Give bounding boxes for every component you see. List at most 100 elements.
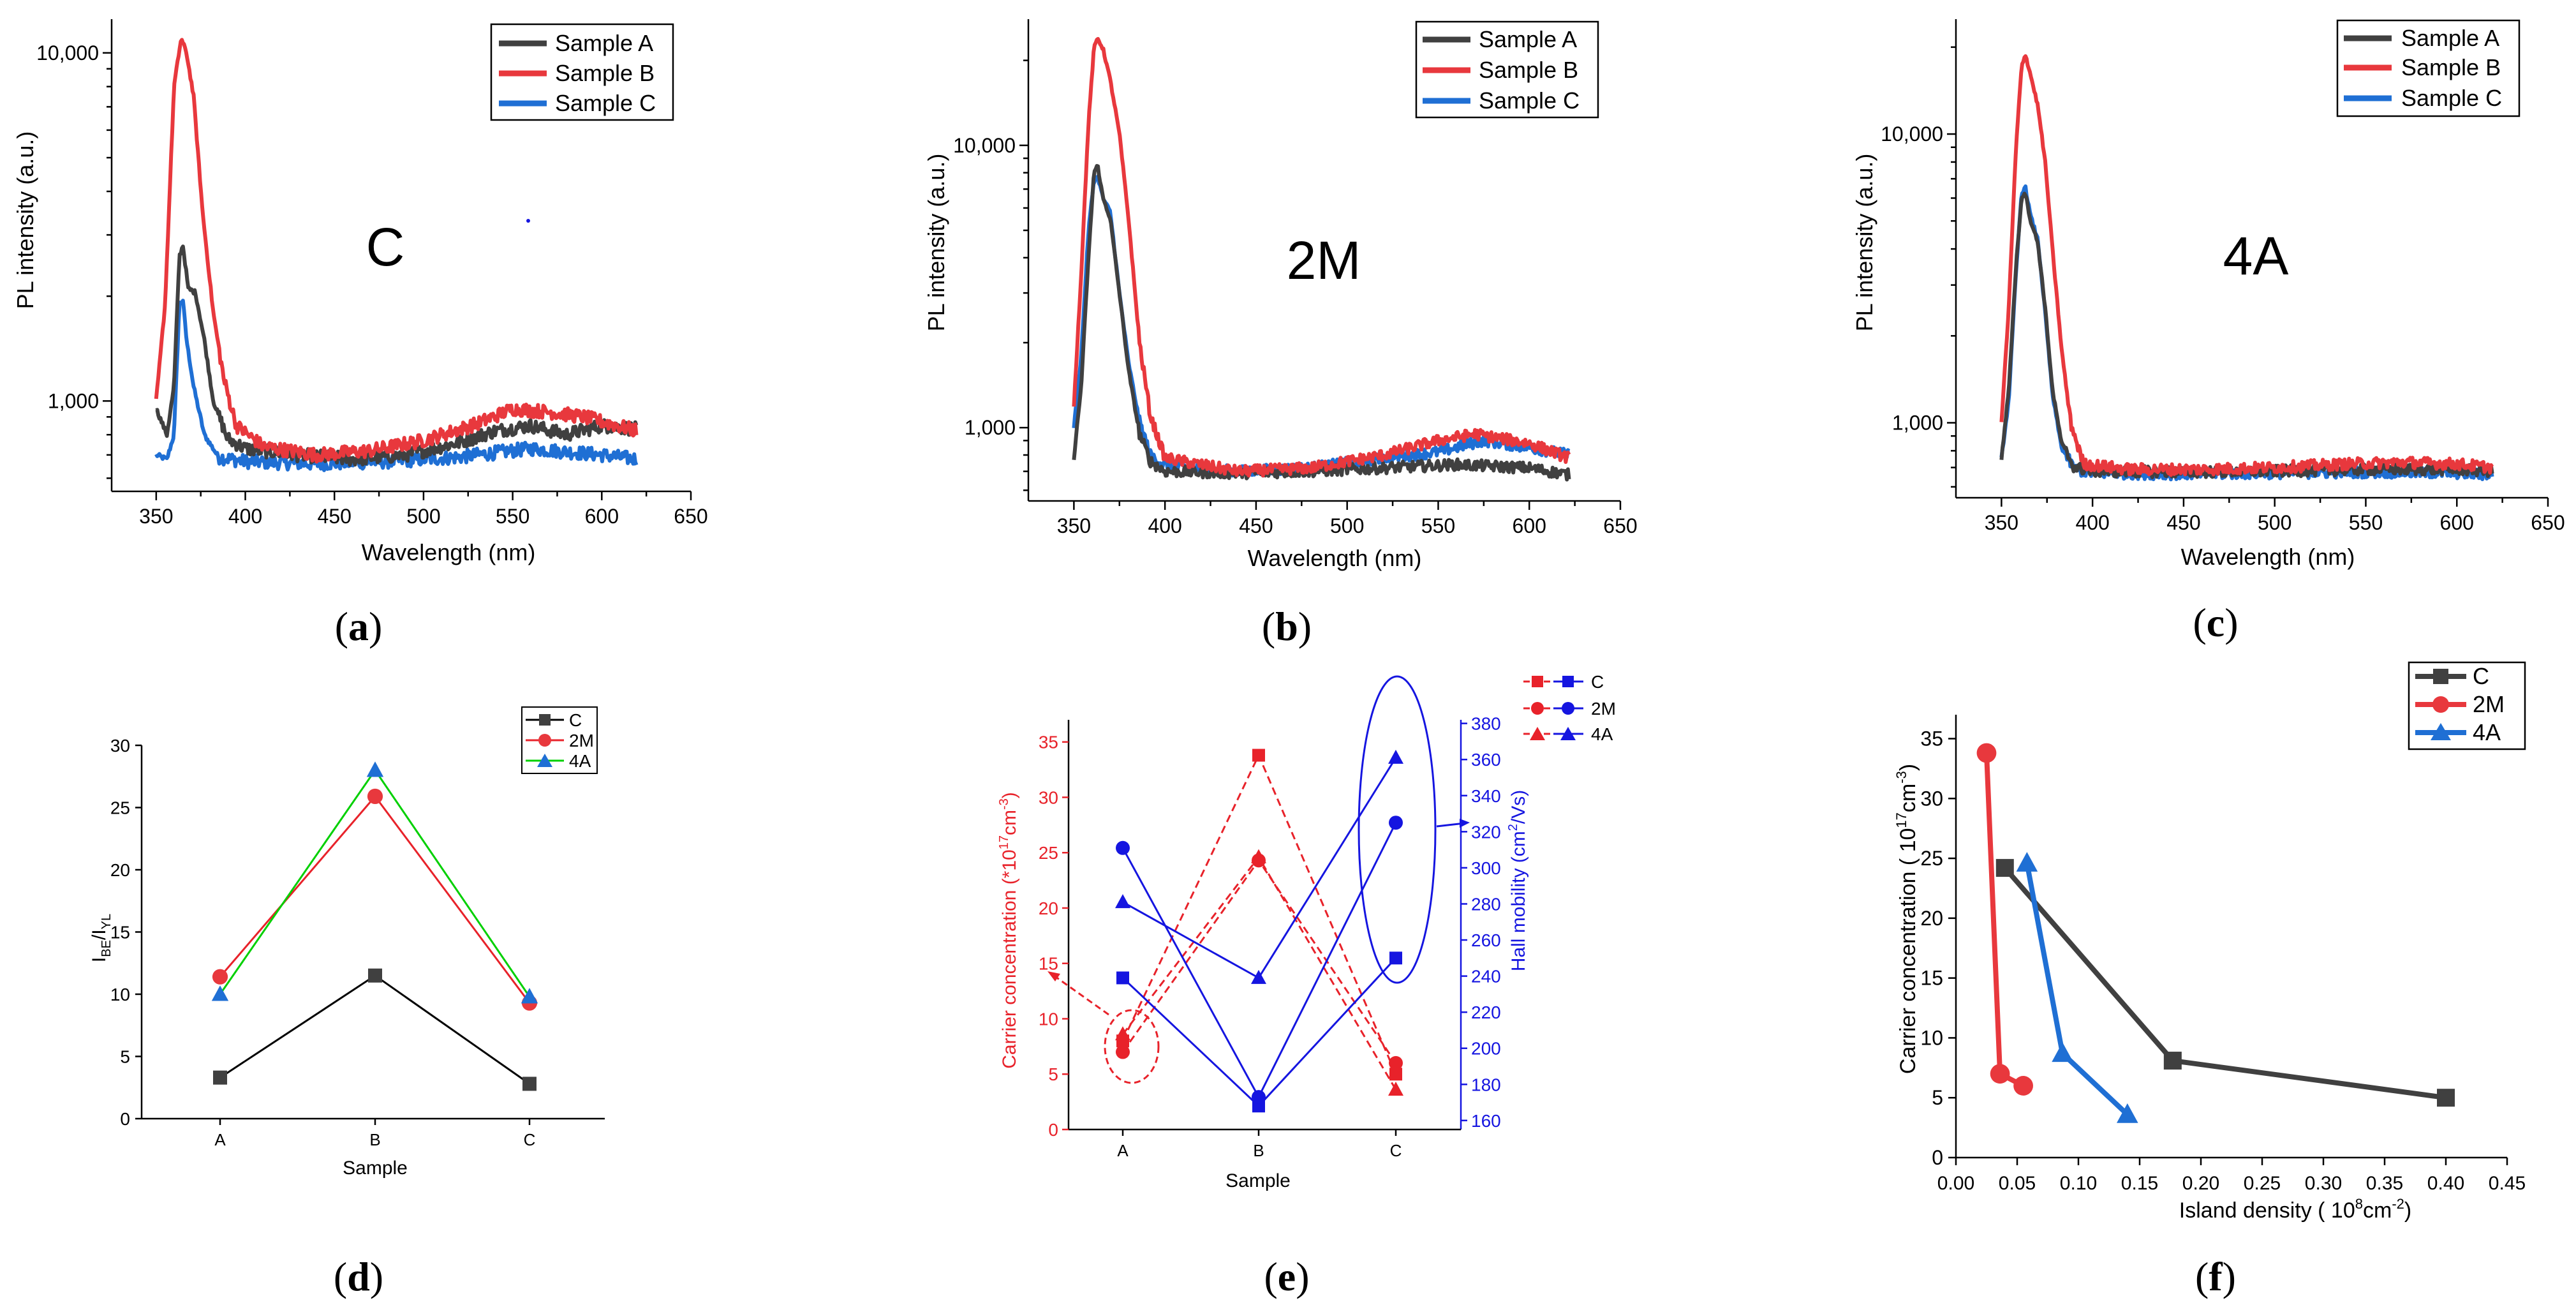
x-tick-label: 0.45 bbox=[2489, 1173, 2526, 1194]
panel-b-legend: Sample A Sample B Sample C bbox=[1415, 20, 1599, 119]
panel-e-plot: 0 5 10 15 20 25 30 35 160 180 200 220 240 260 280 300 32… bbox=[1039, 714, 1501, 1160]
x-tick-label: 0.15 bbox=[2121, 1173, 2158, 1194]
y-tick-label: 10 bbox=[1920, 1026, 1943, 1049]
x-tick-label: 0.10 bbox=[2060, 1173, 2097, 1194]
y-tick-label-right: 260 bbox=[1471, 930, 1501, 950]
data-point-2m bbox=[212, 969, 228, 985]
panel-d-legend: C 2M 4A bbox=[521, 706, 598, 774]
series-line-sample-b bbox=[154, 38, 639, 464]
data-point-4a-right bbox=[1115, 894, 1130, 909]
y-tick-label: 1,000 bbox=[965, 416, 1016, 439]
x-tick-label: 550 bbox=[496, 505, 529, 528]
legend-label-sample-b: Sample B bbox=[2401, 54, 2501, 80]
legend-label-2m: 2M bbox=[1591, 699, 1616, 719]
panel-f-ylabel: Carrier concentration ( 1017cm-3) bbox=[1893, 764, 1920, 1074]
y-tick-label: 15 bbox=[1920, 967, 1943, 990]
y-tick-label: 20 bbox=[1920, 907, 1943, 930]
y-tick-label-right: 240 bbox=[1471, 967, 1501, 987]
stray-dot bbox=[526, 219, 530, 223]
y-tick-label-left: 25 bbox=[1039, 843, 1058, 863]
panel-b-plot: 350 400 450 500 550 600 650 1,000 10,000 bbox=[953, 19, 1638, 537]
x-tick-label: C bbox=[1390, 1141, 1402, 1160]
panel-f-xlabel: Island density ( 108cm-2) bbox=[2179, 1196, 2411, 1223]
x-tick-label: 0.40 bbox=[2427, 1173, 2464, 1194]
y-tick-label-right: 180 bbox=[1471, 1075, 1501, 1094]
panel-b: 350 400 450 500 550 600 650 1,000 10,000 2M Wave… bbox=[923, 19, 1638, 649]
x-tick-label: 450 bbox=[318, 505, 352, 528]
y-tick-label-left: 35 bbox=[1039, 733, 1058, 752]
data-point-c-left bbox=[1252, 749, 1265, 762]
panel-d-caption: (d) bbox=[334, 1254, 383, 1299]
panel-b-ylabel: PL intensity (a.u.) bbox=[923, 154, 949, 332]
x-tick-label: 450 bbox=[1239, 514, 1273, 537]
y-tick-label: 1,000 bbox=[1892, 412, 1943, 435]
x-tick-label: 350 bbox=[139, 505, 173, 528]
data-point-4a bbox=[2117, 1103, 2138, 1123]
y-tick-label-right: 320 bbox=[1471, 822, 1501, 842]
y-tick-label-right: 360 bbox=[1471, 750, 1501, 770]
x-tick-label: 500 bbox=[2258, 511, 2291, 534]
x-tick-label: 600 bbox=[2440, 511, 2474, 534]
data-point-2m bbox=[1976, 743, 1997, 763]
panel-a: 350 400 450 500 550 600 650 1,000 10,000 C Wavel… bbox=[12, 19, 708, 649]
panel-d-ylabel: IBE/IYL bbox=[89, 914, 114, 962]
panel-f: 0 5 10 15 20 25 30 35 0.00 0.05 0.10 0.15 0.20 0.25 0.… bbox=[1893, 661, 2526, 1299]
y-tick-label: 35 bbox=[1920, 727, 1943, 750]
y-tick-label-right: 340 bbox=[1471, 786, 1501, 806]
y-tick-label: 25 bbox=[1920, 847, 1943, 870]
x-tick-label: 650 bbox=[674, 505, 707, 528]
x-tick-label: 500 bbox=[406, 505, 440, 528]
panel-a-plot: 350 400 450 500 550 600 650 1,000 10,000 bbox=[36, 19, 708, 528]
legend-marker-c bbox=[539, 714, 551, 726]
y-tick-label-right: 220 bbox=[1471, 1003, 1501, 1022]
x-tick-label: 400 bbox=[1148, 514, 1181, 537]
panel-f-legend: C 2M 4A bbox=[2408, 661, 2526, 750]
data-point-c-left bbox=[1389, 1068, 1402, 1081]
y-tick-label-right: 380 bbox=[1471, 714, 1501, 734]
y-tick-label: 0 bbox=[120, 1109, 130, 1129]
legend-marker-4a-right bbox=[1560, 727, 1576, 740]
y-tick-label-right: 300 bbox=[1471, 858, 1501, 878]
data-point-4a-left bbox=[1251, 849, 1266, 863]
data-point-2m bbox=[367, 788, 383, 805]
legend-label-4a: 4A bbox=[1591, 724, 1613, 744]
panel-a-xlabel: Wavelength (nm) bbox=[362, 539, 536, 565]
data-point-4a bbox=[366, 761, 384, 777]
y-tick-label: 5 bbox=[120, 1047, 130, 1067]
series-line-sample-a bbox=[155, 244, 639, 467]
panel-b-caption: (b) bbox=[1262, 604, 1312, 649]
x-tick-label: 0.05 bbox=[1999, 1173, 2036, 1194]
panel-a-legend: Sample A Sample B Sample C bbox=[490, 23, 674, 121]
legend-label-sample-c: Sample C bbox=[1479, 87, 1580, 114]
panel-b-annotation: 2M bbox=[1287, 230, 1361, 290]
data-point-4a bbox=[521, 988, 538, 1004]
x-tick-label: 0.00 bbox=[1937, 1173, 1974, 1194]
data-point-4a-right bbox=[1388, 749, 1403, 764]
data-point-4a-right bbox=[1251, 969, 1266, 984]
data-point-c bbox=[522, 1077, 537, 1091]
legend-label-4a: 4A bbox=[569, 751, 591, 771]
panel-e-annotations bbox=[1047, 675, 1470, 1084]
series-line-sample-b bbox=[1072, 37, 1571, 478]
panel-e-ylabel-right: Hall mobility (cm2/Vs) bbox=[1506, 790, 1529, 972]
legend-marker-2m bbox=[538, 734, 551, 747]
y-tick-label-right: 160 bbox=[1471, 1111, 1501, 1131]
y-tick-label: 15 bbox=[110, 923, 130, 943]
y-tick-label-right: 280 bbox=[1471, 894, 1501, 914]
y-tick-label: 10,000 bbox=[953, 134, 1016, 157]
panel-e-caption: (e) bbox=[1264, 1254, 1309, 1299]
series-line-2m bbox=[1984, 752, 2025, 1089]
data-point-2m-right bbox=[1252, 1090, 1266, 1105]
legend-label-4a: 4A bbox=[2473, 719, 2501, 745]
highlight-ellipse-red bbox=[1104, 1009, 1160, 1084]
x-tick-label: 400 bbox=[228, 505, 262, 528]
panel-a-annotation: C bbox=[366, 217, 405, 277]
x-tick-label: 500 bbox=[1330, 514, 1364, 537]
legend-label-sample-c: Sample C bbox=[2401, 85, 2502, 111]
x-tick-label: 550 bbox=[2349, 511, 2383, 534]
legend-label-sample-c: Sample C bbox=[555, 90, 656, 116]
x-tick-label: 0.30 bbox=[2305, 1173, 2342, 1194]
x-tick-label: C bbox=[524, 1130, 536, 1149]
y-tick-label: 5 bbox=[1932, 1086, 1943, 1109]
arrow-to-left-axis bbox=[1051, 973, 1109, 1016]
